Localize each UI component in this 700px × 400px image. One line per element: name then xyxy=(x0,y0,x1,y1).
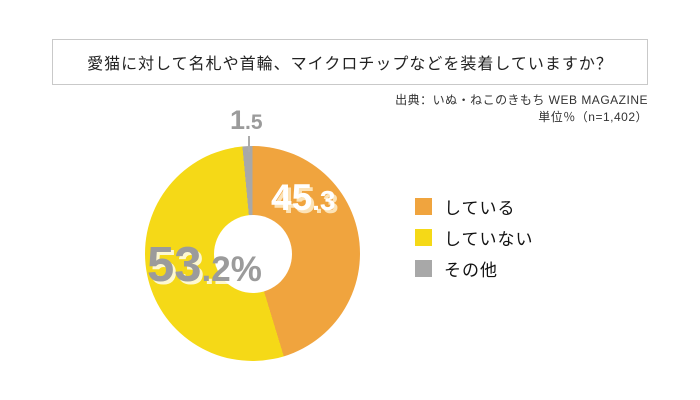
legend-label: していない xyxy=(444,230,534,249)
unit-sample-size: 単位％（n=1,402） xyxy=(538,110,648,124)
slice-value-shiteiru: 45.3 xyxy=(271,179,336,216)
legend-item-sonota: その他 xyxy=(415,260,534,280)
source-block: 出典：いぬ・ねこのきもち WEB MAGAZINE 単位％（n=1,402） xyxy=(395,92,648,126)
slice-value-main: 45 xyxy=(271,177,313,218)
legend-item-shiteiru: している xyxy=(415,198,534,218)
slice-value-frac: .2% xyxy=(201,250,262,289)
legend: している していない その他 xyxy=(415,198,534,291)
slice-value-shiteinai: 53.2% xyxy=(147,241,262,290)
legend-label: その他 xyxy=(444,261,498,280)
slice-value-main: 53 xyxy=(147,238,202,292)
chart-title: 愛猫に対して名札や首輪、マイクロチップなどを装着していますか？ xyxy=(87,56,613,73)
source-credit: 出典：いぬ・ねこのきもち WEB MAGAZINE xyxy=(395,93,648,107)
slice-value-frac: .3 xyxy=(312,185,336,216)
slice-value-sonota: 1.5 xyxy=(230,107,263,134)
legend-item-shiteinai: していない xyxy=(415,229,534,249)
slice-value-frac: .5 xyxy=(245,111,263,134)
legend-swatch-orange xyxy=(415,198,432,215)
legend-swatch-gray xyxy=(415,260,432,277)
chart-title-box: 愛猫に対して名札や首輪、マイクロチップなどを装着していますか？ xyxy=(52,39,648,85)
legend-swatch-yellow xyxy=(415,229,432,246)
legend-label: している xyxy=(444,199,516,218)
slice-value-main: 1 xyxy=(230,105,246,135)
sonota-leader-line xyxy=(248,136,250,152)
